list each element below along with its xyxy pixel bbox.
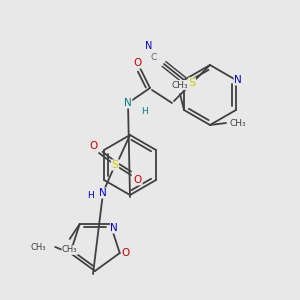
Text: N: N — [145, 41, 153, 51]
Text: O: O — [90, 141, 98, 151]
Text: C: C — [151, 52, 157, 62]
Text: S: S — [188, 78, 196, 88]
Text: N: N — [110, 223, 118, 233]
Text: CH₃: CH₃ — [62, 245, 77, 254]
Text: O: O — [134, 175, 142, 185]
Text: S: S — [111, 160, 118, 170]
Text: O: O — [134, 58, 142, 68]
Text: N: N — [124, 98, 132, 108]
Text: CH₃: CH₃ — [172, 80, 188, 89]
Text: N: N — [99, 188, 107, 198]
Text: N: N — [234, 75, 242, 85]
Text: CH₃: CH₃ — [31, 242, 46, 251]
Text: O: O — [122, 248, 130, 258]
Text: H: H — [88, 191, 94, 200]
Text: CH₃: CH₃ — [230, 118, 246, 127]
Text: H: H — [141, 106, 147, 116]
